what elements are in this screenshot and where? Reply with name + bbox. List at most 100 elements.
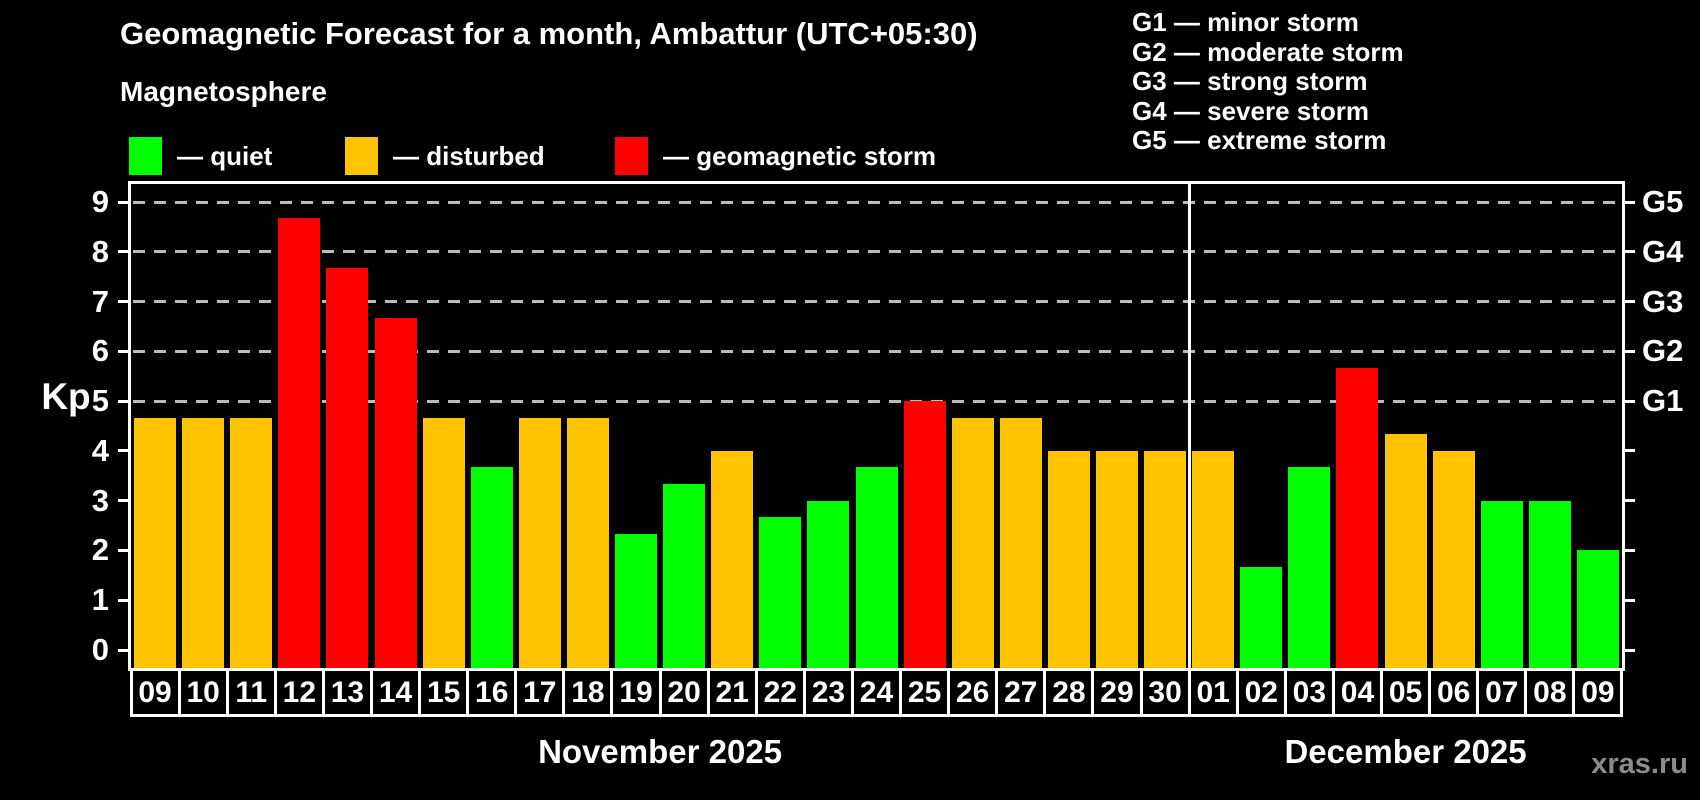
day-box: 15 xyxy=(418,668,470,717)
day-box: 13 xyxy=(321,668,373,717)
day-box: 30 xyxy=(1139,668,1191,717)
day-box: 04 xyxy=(1331,668,1383,717)
day-box: 14 xyxy=(369,668,422,717)
month-label-november: November 2025 xyxy=(538,733,783,770)
kp-bar-day-25-m0 xyxy=(903,401,946,668)
day-box: 12 xyxy=(273,668,325,717)
g5-scale-line: G5 — extreme storm xyxy=(1132,125,1387,155)
kp-bar-day-09-m1 xyxy=(1576,550,1619,668)
g-axis-label-g3: G3 xyxy=(1642,283,1684,319)
y-tick-label-7: 7 xyxy=(91,283,109,319)
kp-bar-day-03-m1 xyxy=(1288,467,1331,668)
storm-legend-label: — geomagnetic storm xyxy=(663,141,937,171)
g-axis-label-g2: G2 xyxy=(1642,333,1684,369)
kp-bar-day-05-m1 xyxy=(1384,434,1427,668)
kp-bar-day-15-m0 xyxy=(422,417,465,668)
kp-bar-day-20-m0 xyxy=(663,484,706,668)
g3-scale-line: G3 — strong storm xyxy=(1132,66,1368,96)
day-box: 10 xyxy=(177,668,229,717)
page-title: Geomagnetic Forecast for a month, Ambatt… xyxy=(120,16,978,51)
magnetosphere-subtitle: Magnetosphere xyxy=(120,76,327,107)
kp-bar-day-21-m0 xyxy=(711,450,754,668)
kp-bar-day-13-m0 xyxy=(326,268,369,668)
gridline-kp9 xyxy=(133,200,1620,204)
g2-scale-line: G2 — moderate storm xyxy=(1132,36,1404,67)
day-box: 05 xyxy=(1380,668,1432,717)
day-box: 25 xyxy=(899,668,951,717)
kp-bar-day-04-m1 xyxy=(1336,367,1379,668)
y-tick-label-9: 9 xyxy=(91,184,109,219)
storm-legend-swatch xyxy=(615,137,648,175)
kp-bar-day-16-m0 xyxy=(470,467,513,668)
day-box: 28 xyxy=(1043,668,1095,717)
y-tick-label-0: 0 xyxy=(91,632,109,667)
g-axis-label-g5: G5 xyxy=(1642,184,1684,219)
kp-bar-day-24-m0 xyxy=(855,467,898,668)
day-box: 24 xyxy=(850,668,903,717)
right-tick-kp5 xyxy=(1622,399,1635,403)
g-axis-label-g1: G1 xyxy=(1642,383,1684,419)
right-tick-kp0 xyxy=(1622,648,1635,652)
left-tick-kp0 xyxy=(118,648,131,652)
left-tick-kp9 xyxy=(118,200,131,204)
right-tick-kp2 xyxy=(1622,548,1635,552)
day-box: 22 xyxy=(754,668,806,717)
day-box: 06 xyxy=(1428,668,1480,717)
y-axis-title: Kp xyxy=(41,376,91,417)
y-tick-label-8: 8 xyxy=(91,233,109,269)
kp-bar-day-08-m1 xyxy=(1528,500,1571,668)
kp-bar-day-26-m0 xyxy=(951,417,994,668)
right-tick-kp7 xyxy=(1622,300,1635,304)
day-box: 01 xyxy=(1187,668,1239,717)
day-box: 08 xyxy=(1524,668,1576,717)
day-box: 26 xyxy=(947,668,999,717)
kp-bar-day-27-m0 xyxy=(999,417,1042,668)
right-tick-kp6 xyxy=(1622,349,1635,353)
day-box: 18 xyxy=(562,668,614,717)
kp-bar-day-29-m0 xyxy=(1095,450,1138,668)
kp-bar-day-11-m0 xyxy=(230,417,273,668)
left-tick-kp5 xyxy=(118,399,131,403)
g-axis-label-g4: G4 xyxy=(1642,233,1684,269)
right-tick-kp4 xyxy=(1622,449,1635,453)
day-box: 21 xyxy=(706,668,758,717)
day-box: 09 xyxy=(1572,668,1624,717)
kp-bar-day-01-m1 xyxy=(1192,450,1235,668)
left-tick-kp6 xyxy=(118,349,131,353)
kp-bar-day-23-m0 xyxy=(807,500,850,668)
kp-bar-day-28-m0 xyxy=(1047,450,1090,668)
day-box: 17 xyxy=(514,668,566,717)
y-tick-label-6: 6 xyxy=(91,333,109,369)
right-tick-kp1 xyxy=(1622,598,1635,602)
kp-bar-day-09-m0 xyxy=(134,417,177,668)
day-box: 19 xyxy=(610,668,662,717)
left-tick-kp4 xyxy=(118,449,131,453)
day-box: 03 xyxy=(1283,668,1335,717)
kp-bar-day-18-m0 xyxy=(566,417,609,668)
kp-bar-day-19-m0 xyxy=(615,534,658,668)
storm-scale-legend: G1 — minor storm G2 — moderate storm G3 … xyxy=(1132,7,1404,156)
kp-bar-day-14-m0 xyxy=(374,317,417,668)
left-tick-kp2 xyxy=(118,548,131,552)
watermark: xras.ru xyxy=(1591,748,1688,780)
kp-bar-day-02-m1 xyxy=(1240,566,1283,668)
day-box: 16 xyxy=(466,668,518,717)
day-box: 29 xyxy=(1091,668,1143,717)
y-tick-label-5: 5 xyxy=(91,383,109,419)
gridline-kp8 xyxy=(133,250,1620,254)
day-box: 07 xyxy=(1476,668,1528,717)
right-tick-kp8 xyxy=(1622,250,1635,254)
gridline-kp7 xyxy=(133,300,1620,304)
disturbed-legend-swatch xyxy=(345,137,378,175)
g4-scale-line: G4 — severe storm xyxy=(1132,95,1370,126)
gridline-kp6 xyxy=(133,349,1620,353)
disturbed-legend-label: — disturbed xyxy=(393,141,545,171)
kp-bar-day-12-m0 xyxy=(278,218,321,668)
day-box: 20 xyxy=(658,668,710,717)
kp-bar-day-17-m0 xyxy=(518,417,561,668)
left-tick-kp7 xyxy=(118,300,131,304)
right-tick-kp9 xyxy=(1622,200,1635,204)
left-tick-kp3 xyxy=(118,499,131,503)
month-divider-line xyxy=(1187,184,1191,668)
